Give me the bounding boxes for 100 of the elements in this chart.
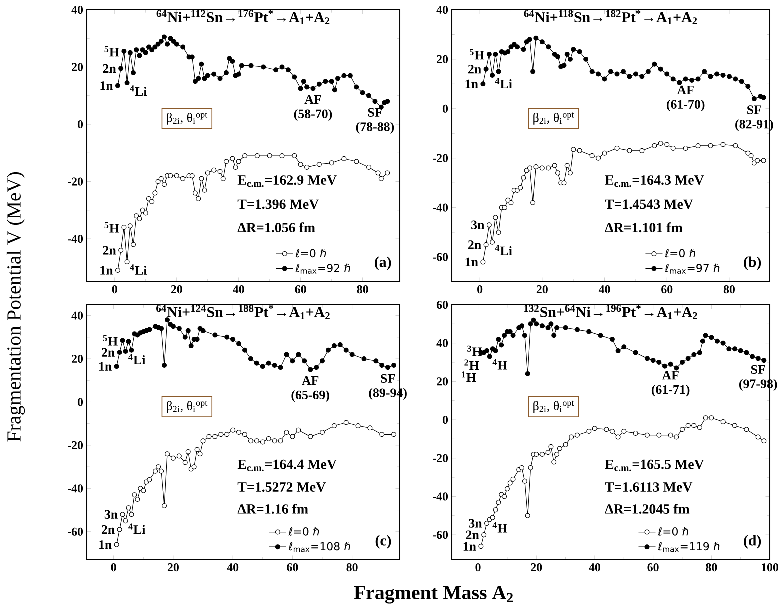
- point: [670, 76, 676, 82]
- annotation: β$_{2i}$, θ$_{i}$opt: [167, 112, 208, 125]
- x-tick-label: 40: [233, 286, 244, 294]
- point: [272, 438, 278, 444]
- point: [202, 76, 208, 82]
- point: [147, 478, 152, 483]
- point: [744, 427, 750, 432]
- point: [540, 40, 545, 45]
- annotation: $^{4}$Li: [495, 245, 512, 256]
- point: [316, 82, 322, 87]
- point: [610, 429, 615, 434]
- point: [348, 73, 353, 78]
- point: [610, 337, 615, 342]
- point: [496, 230, 502, 236]
- point: [554, 452, 560, 458]
- point: [290, 434, 296, 440]
- legend-label: ℓ$_{max}$=119 ℏ: [658, 542, 720, 552]
- point: [332, 88, 338, 93]
- point: [590, 153, 595, 158]
- point: [571, 47, 576, 52]
- point: [158, 176, 164, 182]
- point: [162, 182, 167, 188]
- point: [512, 42, 517, 48]
- annotation: (b): [744, 256, 762, 270]
- point: [646, 69, 651, 74]
- annotation: $^{4}$H: [492, 359, 508, 370]
- point: [748, 153, 754, 158]
- x-tick-label: 80: [357, 286, 368, 294]
- point: [761, 158, 766, 164]
- point: [206, 434, 212, 440]
- annotation: (c): [376, 535, 392, 549]
- point: [486, 222, 492, 228]
- point: [304, 84, 310, 90]
- point: [700, 338, 706, 344]
- annotation: E$_{c.m.}$=164.3 MeV: [605, 176, 704, 188]
- point: [290, 358, 296, 364]
- chart-title: $^{64}$Ni+$^{112}$Sn→$^{176}$Pt$^{*}$→A$_{1}$+A$_{2}$: [156, 10, 330, 25]
- annotation: β$_{2i}$, θ$_{i}$opt: [167, 400, 208, 414]
- point: [266, 436, 272, 442]
- x-tick-label: 0: [112, 286, 118, 294]
- point: [224, 70, 229, 76]
- annotation: AF: [304, 95, 322, 104]
- point: [602, 150, 608, 156]
- point: [557, 446, 562, 452]
- point: [510, 333, 516, 338]
- point: [280, 154, 285, 159]
- point: [298, 86, 304, 92]
- point: [278, 438, 284, 444]
- point: [686, 423, 691, 428]
- point: [230, 156, 236, 162]
- point: [254, 154, 260, 159]
- point: [239, 63, 244, 68]
- point: [518, 186, 524, 191]
- point: [508, 200, 514, 206]
- point: [186, 328, 191, 334]
- point: [123, 518, 128, 524]
- point: [152, 190, 158, 196]
- point: [528, 465, 534, 470]
- legend-label: ℓ=0 ℏ: [296, 249, 326, 258]
- point: [224, 159, 229, 164]
- point: [622, 429, 627, 434]
- point: [686, 356, 691, 362]
- point: [308, 367, 314, 372]
- point: [301, 79, 306, 84]
- point: [147, 327, 152, 332]
- point: [563, 326, 568, 330]
- point: [200, 328, 206, 334]
- legend-label: ℓ$_{max}$=92 ℏ: [296, 264, 350, 274]
- y-tick-label: -60: [432, 531, 448, 540]
- x-tick-label: 0: [478, 286, 483, 294]
- y-tick-label: 0: [78, 398, 84, 406]
- point: [674, 366, 680, 371]
- point: [118, 66, 124, 72]
- point: [680, 360, 685, 366]
- point: [534, 322, 540, 327]
- point: [304, 164, 310, 170]
- point: [200, 438, 206, 444]
- point: [254, 438, 260, 444]
- point: [366, 164, 372, 170]
- point: [658, 66, 664, 72]
- point: [199, 176, 204, 182]
- y-tick-label: 40: [436, 6, 448, 14]
- point: [683, 146, 688, 151]
- point: [521, 176, 526, 181]
- point: [180, 44, 186, 50]
- point: [522, 478, 528, 484]
- point: [230, 337, 236, 342]
- annotation: $^{1}$H: [462, 372, 476, 382]
- point: [552, 163, 558, 168]
- point: [236, 430, 242, 435]
- point: [124, 259, 130, 264]
- point: [750, 354, 756, 360]
- x-tick-label: 60: [295, 286, 306, 294]
- point: [556, 170, 561, 176]
- point: [158, 38, 164, 44]
- annotation: AF: [677, 86, 694, 94]
- annotation: (78-88): [356, 122, 394, 134]
- legend-label: ℓ$_{max}$=108 ℏ: [288, 542, 350, 552]
- point: [496, 337, 502, 342]
- point: [372, 99, 378, 104]
